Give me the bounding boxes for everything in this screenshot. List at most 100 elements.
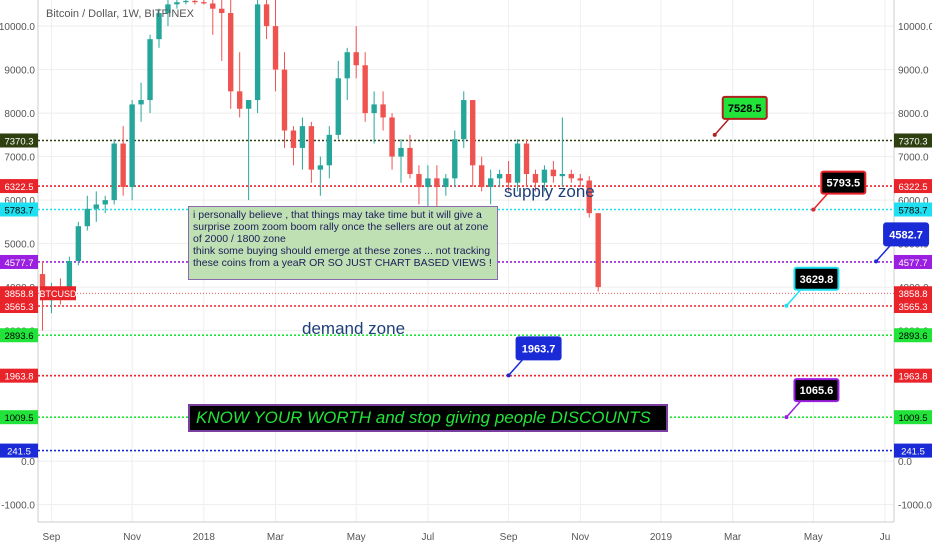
candle-body — [344, 52, 350, 79]
candle-body — [281, 69, 288, 131]
x-tick-label: Mar — [267, 532, 285, 543]
callout-label: 1065.6 — [800, 385, 834, 397]
callout-box — [515, 336, 562, 361]
x-tick-label: Ju — [880, 532, 891, 543]
y-tick-label-left: 7000.0 — [4, 153, 35, 164]
banner-text: KNOW YOUR WORTH and stop giving people D… — [188, 404, 668, 432]
candle-body — [254, 4, 261, 101]
candle-body — [434, 178, 440, 188]
candle-body — [290, 130, 297, 148]
level-badge-right-bg — [894, 133, 932, 148]
candle-body — [335, 78, 341, 135]
x-tick-label: May — [804, 532, 823, 543]
candle-body — [210, 3, 216, 9]
candle-body — [228, 13, 234, 92]
analysis-note: i personally believe , that things may t… — [188, 206, 498, 280]
candle-body — [353, 52, 359, 66]
y-tick-label-left: 8000.0 — [4, 109, 35, 120]
candle-body — [550, 169, 557, 177]
candle-body — [523, 143, 530, 174]
callout-box — [793, 378, 840, 403]
last-price-badge-right: 3858.8 — [898, 289, 927, 300]
candle-body — [362, 65, 368, 114]
level-badge-left-bg — [0, 179, 38, 194]
candle-body — [93, 204, 99, 209]
level-badge-right-bg — [894, 299, 932, 314]
level-badge-right-bg — [894, 368, 932, 383]
level-badge-left: 5783.7 — [4, 206, 33, 217]
candle-body — [443, 178, 449, 188]
candle-body — [398, 147, 404, 157]
level-badge-left-bg — [0, 328, 38, 343]
level-badge-left: 241.5 — [7, 447, 31, 458]
candle-body — [165, 4, 171, 14]
callout-anchor — [506, 373, 511, 378]
last-price-badge-left-bg — [0, 286, 38, 301]
candle-body — [407, 147, 413, 174]
supply-zone-label: supply zone — [504, 182, 595, 201]
candle-body — [174, 2, 180, 5]
level-badge-left-bg — [0, 299, 38, 314]
level-badge-right-bg — [894, 202, 932, 217]
x-tick-label: Sep — [43, 532, 61, 543]
candle-body — [532, 174, 539, 183]
y-tick-label-left: 9000.0 — [4, 66, 35, 77]
callout-label: 4582.7 — [889, 229, 923, 241]
candle-body — [478, 165, 485, 188]
level-badge-left-bg — [0, 254, 38, 269]
candle-body — [272, 26, 279, 70]
candle-body — [120, 143, 126, 188]
callout-box — [820, 170, 867, 195]
candle-body — [84, 208, 90, 227]
candle-body — [452, 139, 458, 179]
level-badge-right: 3565.3 — [898, 302, 927, 313]
level-badge-left-bg — [0, 410, 38, 425]
level-badge-right: 5783.7 — [898, 206, 927, 217]
y-tick-label-right: 7000.0 — [898, 153, 929, 164]
candle-body — [75, 226, 82, 261]
candle-body — [461, 100, 467, 140]
candle-body — [595, 213, 601, 288]
candle-body — [138, 100, 144, 105]
candle-body — [245, 100, 252, 109]
candle-body — [416, 174, 422, 188]
callout-box — [883, 222, 930, 247]
level-badge-right-bg — [894, 328, 932, 343]
candle-body — [299, 126, 306, 148]
candle-body — [111, 143, 117, 201]
candle-body — [183, 0, 189, 3]
level-badge-left-bg — [0, 443, 38, 458]
candle-body — [505, 174, 512, 183]
callout-anchor — [784, 415, 789, 420]
candle-body — [496, 174, 503, 179]
symbol-badge: BTCUSD — [39, 289, 77, 299]
level-badge-right-bg — [894, 254, 932, 269]
level-badge-left: 2893.6 — [4, 331, 33, 342]
level-badge-right: 6322.5 — [898, 182, 927, 193]
candle-body — [380, 104, 386, 118]
x-tick-label: Mar — [724, 532, 742, 543]
last-price-badge-right-bg — [894, 286, 932, 301]
candle-body — [156, 13, 162, 40]
candle-body — [192, 0, 198, 3]
level-badge-right: 1009.5 — [898, 413, 927, 424]
y-tick-label-right: 10000.0 — [898, 22, 932, 33]
callout-anchor — [712, 132, 717, 137]
level-badge-left-bg — [0, 368, 38, 383]
y-tick-label-right: 9000.0 — [898, 66, 929, 77]
level-badge-right-bg — [894, 443, 932, 458]
level-badge-left: 1963.8 — [4, 372, 33, 383]
level-badge-left: 7370.3 — [4, 136, 33, 147]
candle-body — [371, 104, 377, 114]
candle-body — [487, 178, 494, 188]
y-tick-label-right: 8000.0 — [898, 109, 929, 120]
last-price-badge-left: 3858.8 — [4, 289, 33, 300]
callout-anchor — [784, 303, 789, 308]
callout-anchor — [874, 259, 879, 264]
candle-body — [559, 174, 566, 177]
candle-body — [317, 165, 324, 170]
candle-body — [66, 261, 73, 294]
candle-body — [577, 178, 583, 181]
demand-zone-label: demand zone — [302, 319, 406, 338]
